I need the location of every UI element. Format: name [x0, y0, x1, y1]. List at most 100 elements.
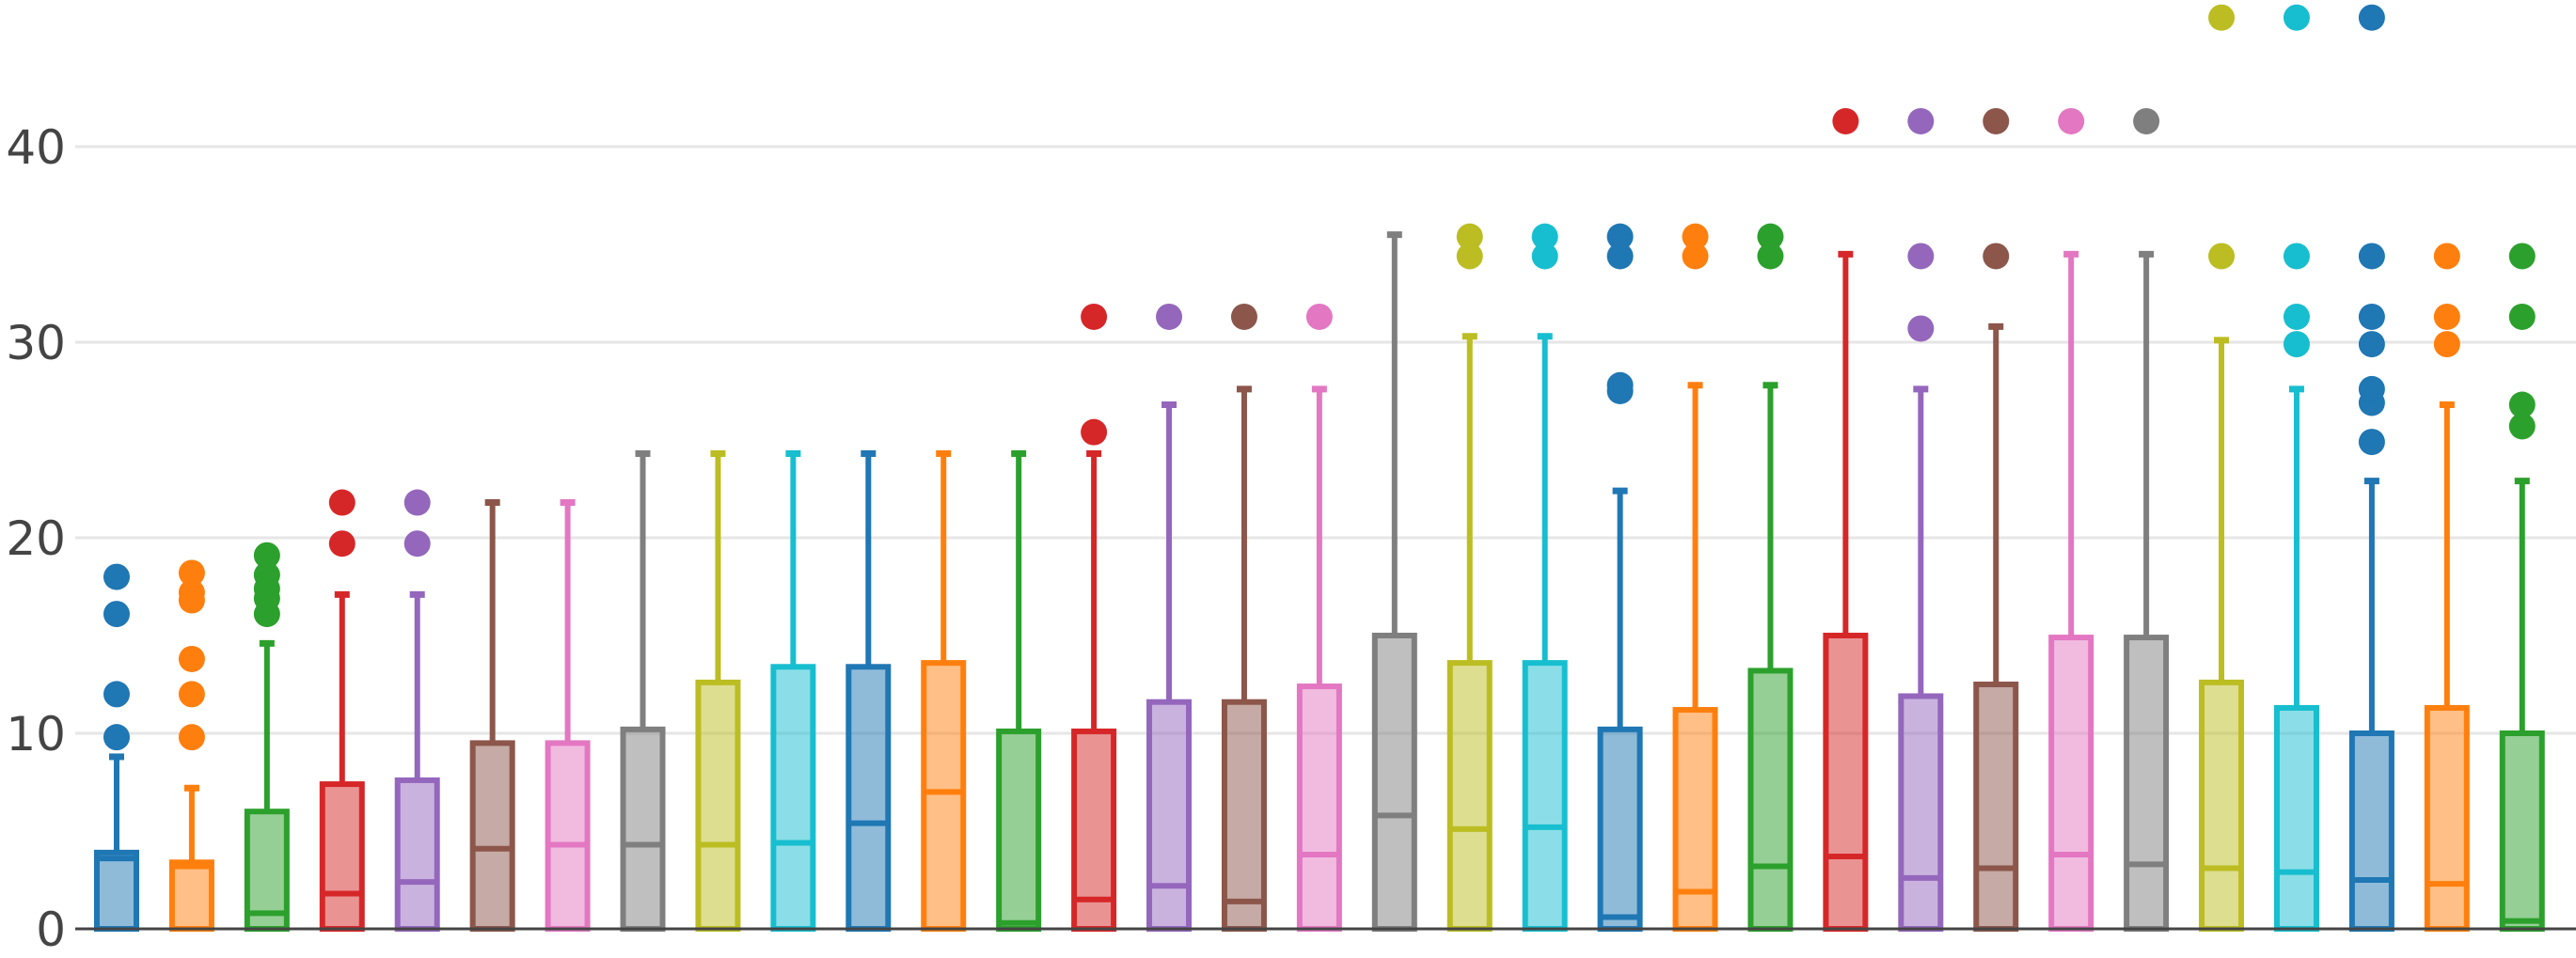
outlier-point	[1983, 107, 2010, 134]
box-body	[1296, 683, 1342, 933]
box-body	[1597, 726, 1643, 933]
box-body	[770, 664, 816, 933]
outlier-point	[178, 681, 205, 708]
box-18	[1371, 231, 1417, 932]
box-body	[1823, 633, 1869, 932]
outlier-point	[403, 530, 431, 558]
box-1	[94, 563, 139, 933]
box-2	[168, 559, 214, 933]
outlier-point	[103, 681, 130, 708]
box-body	[2199, 679, 2245, 932]
box-body	[2273, 704, 2319, 933]
box-33	[2499, 243, 2545, 932]
box-27	[2048, 107, 2094, 933]
outlier-point	[1983, 243, 2010, 270]
box-20	[1522, 223, 1568, 932]
y-tick-label: 10	[6, 707, 66, 762]
box-26	[1973, 107, 2019, 932]
box-body	[1146, 699, 1193, 932]
box-body	[319, 781, 365, 933]
outlier-point	[1682, 223, 1709, 250]
box-body	[1898, 693, 1944, 932]
box-body	[1672, 707, 1718, 932]
box-30	[2273, 4, 2319, 933]
box-28	[2124, 107, 2170, 933]
outlier-point	[1230, 303, 1257, 330]
outlier-point	[2283, 303, 2310, 330]
outlier-point	[1682, 243, 1709, 270]
box-15	[1146, 303, 1193, 932]
box-4	[319, 489, 365, 933]
y-tick-label: 30	[6, 316, 66, 370]
box-16	[1221, 303, 1267, 932]
outlier-point	[1907, 315, 1935, 342]
outlier-point	[103, 601, 130, 628]
box-body	[469, 740, 515, 933]
box-body	[2424, 704, 2470, 933]
box-body	[1371, 633, 1417, 932]
box-5	[394, 489, 440, 932]
box-body	[695, 679, 741, 932]
outlier-point	[2358, 331, 2385, 358]
box-body	[1973, 682, 2019, 932]
box-23	[1747, 223, 1794, 932]
box-7	[545, 499, 591, 933]
outlier-point	[1832, 107, 1859, 134]
box-19	[1446, 223, 1493, 932]
box-21	[1597, 223, 1643, 933]
box-body	[921, 660, 967, 932]
outlier-point	[103, 724, 130, 751]
box-24	[1823, 107, 1869, 932]
grid-lines	[75, 145, 2576, 735]
outlier-point	[2433, 331, 2460, 358]
outlier-point	[2358, 375, 2385, 402]
outlier-point	[1531, 243, 1558, 270]
box-body	[996, 728, 1042, 932]
outlier-point	[2358, 4, 2385, 31]
y-tick-label: 0	[36, 903, 66, 957]
outlier-point	[328, 530, 356, 558]
box-body	[394, 777, 440, 932]
outlier-point	[2358, 303, 2385, 330]
outlier-point	[2508, 413, 2536, 440]
box-10	[770, 450, 816, 933]
outlier-point	[2133, 107, 2160, 134]
outlier-point	[2358, 243, 2385, 270]
box-body	[1522, 660, 1568, 932]
outlier-point	[178, 724, 205, 751]
outlier-point	[1757, 223, 1784, 250]
outlier-point	[403, 489, 431, 516]
box-body	[2124, 635, 2170, 933]
boxes-layer	[94, 4, 2545, 933]
box-body	[2499, 730, 2545, 932]
box-body	[2048, 635, 2094, 933]
outlier-point	[1156, 303, 1183, 330]
outlier-point	[2433, 303, 2460, 330]
box-14	[1071, 303, 1117, 932]
box-25	[1898, 107, 1944, 932]
box-body	[94, 849, 139, 933]
box-body	[545, 740, 591, 933]
box-6	[469, 499, 515, 933]
outlier-point	[1606, 371, 1634, 399]
box-body	[1747, 667, 1794, 932]
box-body	[1221, 699, 1267, 932]
outlier-point	[1081, 418, 1108, 446]
outlier-point	[2433, 243, 2460, 270]
box-body	[1446, 660, 1493, 932]
outlier-point	[2058, 107, 2085, 134]
outlier-point	[2283, 331, 2310, 358]
box-11	[845, 450, 892, 933]
outlier-point	[1606, 243, 1634, 270]
box-body	[244, 809, 290, 933]
box-29	[2199, 4, 2245, 932]
outlier-point	[178, 559, 205, 587]
box-22	[1672, 223, 1718, 932]
box-body	[168, 859, 214, 933]
y-axis-tick-labels: 0 10 20 30 40	[6, 120, 66, 957]
box-body	[620, 726, 666, 933]
outlier-point	[253, 542, 280, 569]
outlier-point	[1757, 243, 1784, 270]
box-body	[2348, 730, 2394, 932]
box-8	[620, 450, 666, 933]
